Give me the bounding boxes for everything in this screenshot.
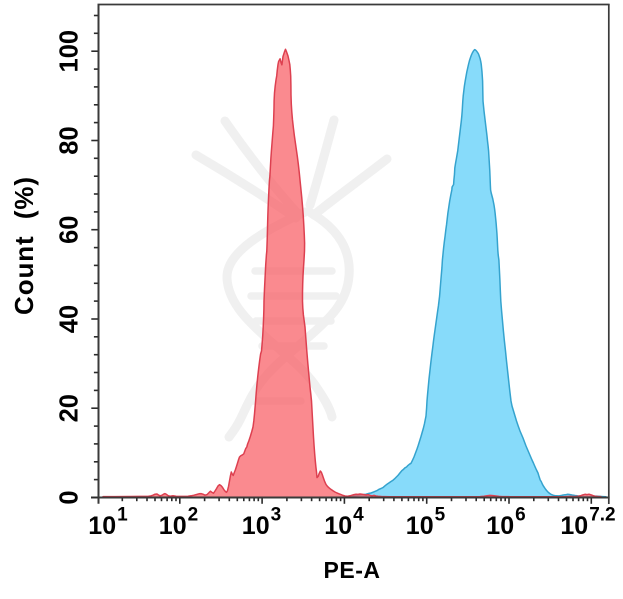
svg-text:0: 0 [56, 490, 84, 504]
svg-text:80: 80 [56, 126, 84, 154]
svg-text:20: 20 [56, 394, 84, 422]
svg-text:40: 40 [56, 305, 84, 333]
svg-text:105: 105 [406, 505, 446, 541]
svg-text:101: 101 [88, 505, 128, 541]
svg-text:PE-A: PE-A [324, 557, 381, 583]
svg-text:Count (%): Count (%) [9, 176, 39, 315]
svg-text:102: 102 [159, 505, 198, 541]
svg-text:104: 104 [324, 505, 364, 541]
svg-text:60: 60 [56, 216, 84, 244]
svg-text:107.2: 107.2 [560, 505, 615, 541]
svg-text:103: 103 [242, 505, 281, 541]
svg-text:100: 100 [56, 30, 84, 73]
svg-text:106: 106 [486, 505, 525, 541]
